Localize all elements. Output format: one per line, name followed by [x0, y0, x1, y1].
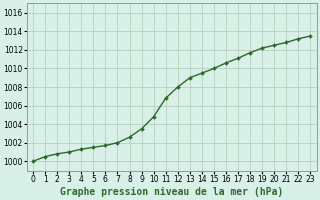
X-axis label: Graphe pression niveau de la mer (hPa): Graphe pression niveau de la mer (hPa) [60, 186, 284, 197]
